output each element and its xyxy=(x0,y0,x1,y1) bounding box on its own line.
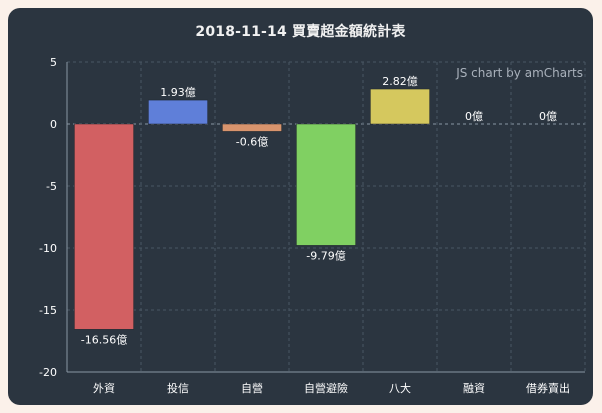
y-tick-label: -10 xyxy=(39,242,57,255)
chart-panel: 2018-11-14 買賣超金額統計表 JS chart by amCharts… xyxy=(8,8,593,405)
data-label-1: 1.93億 xyxy=(160,86,196,99)
amcharts-credit-link[interactable]: JS chart by amCharts xyxy=(456,66,583,80)
x-tick-label-5: 融資 xyxy=(463,382,485,395)
data-label-3: -9.79億 xyxy=(306,249,345,262)
x-tick-label-1: 投信 xyxy=(167,381,189,395)
y-tick-label: -20 xyxy=(39,366,57,379)
data-label-5: 0億 xyxy=(465,110,483,123)
data-label-2: -0.6億 xyxy=(236,135,268,148)
bar-4 xyxy=(370,88,430,125)
y-tick-label: -15 xyxy=(39,304,57,317)
bar-2 xyxy=(222,123,282,132)
x-tick-label-3: 自營避險 xyxy=(304,381,348,395)
x-tick-label-0: 外資 xyxy=(93,382,115,395)
x-tick-label-4: 八大 xyxy=(389,381,411,395)
bar-0 xyxy=(74,123,134,330)
chart-title: 2018-11-14 買賣超金額統計表 xyxy=(195,24,406,40)
x-tick-label-2: 自營 xyxy=(241,382,263,395)
data-label-0: -16.56億 xyxy=(81,333,127,346)
x-tick-label-6: 借券賣出 xyxy=(526,381,570,395)
data-label-6: 0億 xyxy=(539,110,557,123)
bar-1 xyxy=(148,99,208,125)
y-tick-label: -5 xyxy=(46,180,57,193)
data-label-4: 2.82億 xyxy=(382,75,418,88)
bar-3 xyxy=(296,123,356,246)
y-tick-label: 5 xyxy=(50,56,57,69)
y-tick-label: 0 xyxy=(50,118,57,131)
